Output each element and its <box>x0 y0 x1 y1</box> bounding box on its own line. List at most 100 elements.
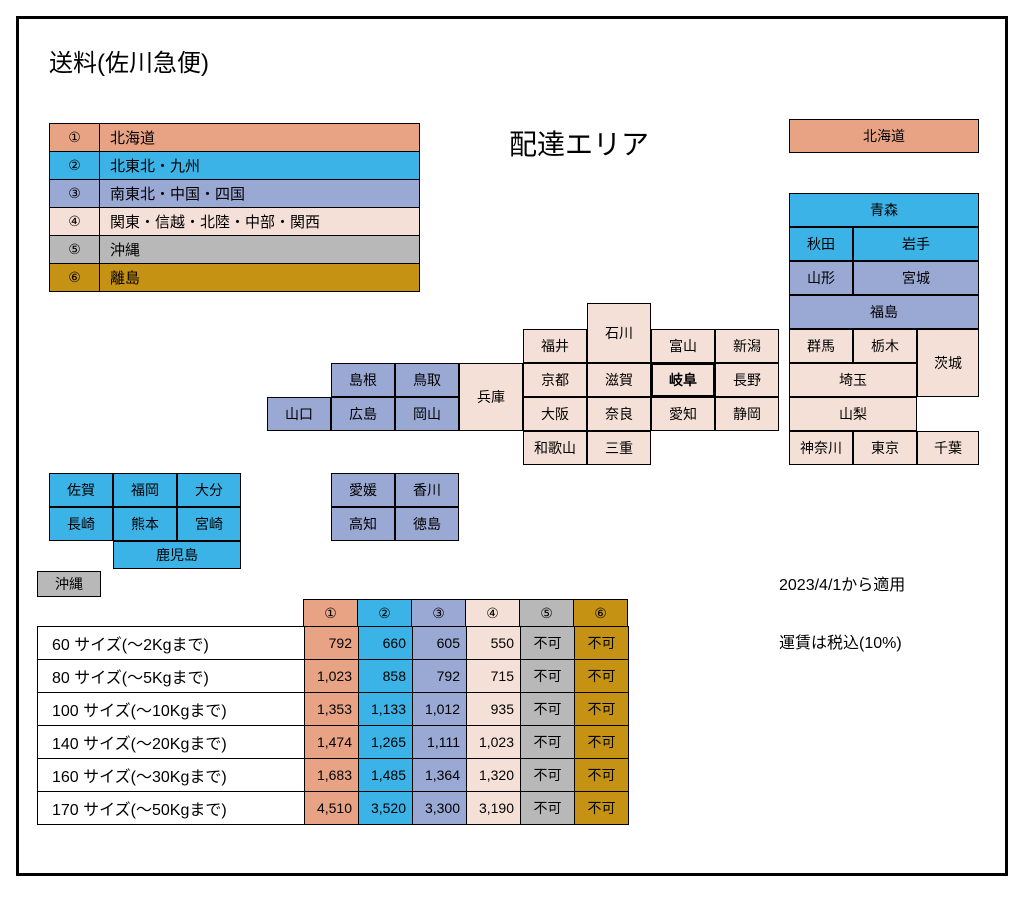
price-row: 160 サイズ(～30Kgまで)1,6831,4851,3641,320不可不可 <box>37 758 629 792</box>
legend-num: ② <box>50 152 100 180</box>
pref-鹿児島: 鹿児島 <box>113 541 241 569</box>
price-row-label: 170 サイズ(～50Kgまで) <box>37 791 305 825</box>
price-cell: 605 <box>412 626 467 660</box>
price-row: 170 サイズ(～50Kgまで)4,5103,5203,3003,190不可不可 <box>37 791 629 825</box>
price-row-label: 140 サイズ(～20Kgまで) <box>37 725 305 759</box>
pref-埼玉: 埼玉 <box>789 363 917 397</box>
legend-label: 関東・信越・北陸・中部・関西 <box>100 208 420 236</box>
price-cell: 不可 <box>574 758 629 792</box>
price-cell: 1,111 <box>412 725 467 759</box>
pref-福井: 福井 <box>523 329 587 363</box>
price-cell: 不可 <box>520 791 575 825</box>
legend-label: 北東北・九州 <box>100 152 420 180</box>
price-row: 100 サイズ(～10Kgまで)1,3531,1331,012935不可不可 <box>37 692 629 726</box>
price-cell: 1,023 <box>466 725 521 759</box>
pref-神奈川: 神奈川 <box>789 431 853 465</box>
price-cell: 不可 <box>574 692 629 726</box>
pref-大分: 大分 <box>177 473 241 507</box>
pref-高知: 高知 <box>331 507 395 541</box>
legend-label: 離島 <box>100 264 420 292</box>
pref-大阪: 大阪 <box>523 397 587 431</box>
price-cell: 不可 <box>520 659 575 693</box>
legend-label: 北海道 <box>100 124 420 152</box>
price-cell: 3,190 <box>466 791 521 825</box>
price-cell: 792 <box>412 659 467 693</box>
price-row-label: 160 サイズ(～30Kgまで) <box>37 758 305 792</box>
pref-三重: 三重 <box>587 431 651 465</box>
pref-山口: 山口 <box>267 397 331 431</box>
price-col-header: ② <box>357 599 412 627</box>
price-cell: 不可 <box>520 758 575 792</box>
price-cell: 858 <box>358 659 413 693</box>
pref-宮城: 宮城 <box>853 261 979 295</box>
price-cell: 792 <box>304 626 359 660</box>
pref-兵庫: 兵庫 <box>459 363 523 431</box>
legend-num: ⑤ <box>50 236 100 264</box>
pref-愛知: 愛知 <box>651 397 715 431</box>
price-cell: 1,353 <box>304 692 359 726</box>
pref-栃木: 栃木 <box>853 329 917 363</box>
price-row: 60 サイズ(～2Kgまで)792660605550不可不可 <box>37 626 629 660</box>
price-cell: 4,510 <box>304 791 359 825</box>
price-cell: 550 <box>466 626 521 660</box>
price-cell: 3,300 <box>412 791 467 825</box>
pref-岐阜: 岐阜 <box>651 363 715 397</box>
legend-table: ①北海道②北東北・九州③南東北・中国・四国④関東・信越・北陸・中部・関西⑤沖縄⑥… <box>49 123 420 292</box>
pref-東京: 東京 <box>853 431 917 465</box>
pref-岩手: 岩手 <box>853 227 979 261</box>
price-cell: 不可 <box>520 626 575 660</box>
pref-千葉: 千葉 <box>917 431 979 465</box>
pref-奈良: 奈良 <box>587 397 651 431</box>
note-applied-from: 2023/4/1から適用 <box>779 571 905 595</box>
delivery-area-title: 配達エリア <box>509 123 649 163</box>
price-cell: 不可 <box>574 659 629 693</box>
price-cell: 1,012 <box>412 692 467 726</box>
price-cell: 不可 <box>520 692 575 726</box>
pref-島根: 島根 <box>331 363 395 397</box>
pref-沖縄: 沖縄 <box>37 571 101 597</box>
pref-香川: 香川 <box>395 473 459 507</box>
price-cell: 1,364 <box>412 758 467 792</box>
price-cell: 不可 <box>574 626 629 660</box>
price-cell: 1,023 <box>304 659 359 693</box>
pref-山梨: 山梨 <box>789 397 917 431</box>
pref-佐賀: 佐賀 <box>49 473 113 507</box>
price-row-label: 60 サイズ(～2Kgまで) <box>37 626 305 660</box>
price-cell: 不可 <box>574 725 629 759</box>
pref-岡山: 岡山 <box>395 397 459 431</box>
pref-群馬: 群馬 <box>789 329 853 363</box>
pref-山形: 山形 <box>789 261 853 295</box>
pref-滋賀: 滋賀 <box>587 363 651 397</box>
page-title: 送料(佐川急便) <box>49 43 209 78</box>
price-cell: 不可 <box>520 725 575 759</box>
pref-宮崎: 宮崎 <box>177 507 241 541</box>
legend-num: ③ <box>50 180 100 208</box>
price-col-header: ① <box>303 599 358 627</box>
pref-青森: 青森 <box>789 193 979 227</box>
price-row: 140 サイズ(～20Kgまで)1,4741,2651,1111,023不可不可 <box>37 725 629 759</box>
pref-鳥取: 鳥取 <box>395 363 459 397</box>
pref-福岡: 福岡 <box>113 473 177 507</box>
pref-京都: 京都 <box>523 363 587 397</box>
price-cell: 660 <box>358 626 413 660</box>
price-row: 80 サイズ(～5Kgまで)1,023858792715不可不可 <box>37 659 629 693</box>
legend-num: ① <box>50 124 100 152</box>
pref-富山: 富山 <box>651 329 715 363</box>
pref-新潟: 新潟 <box>715 329 779 363</box>
price-cell: 935 <box>466 692 521 726</box>
note-tax: 運賃は税込(10%) <box>779 629 902 653</box>
pref-秋田: 秋田 <box>789 227 853 261</box>
pref-茨城: 茨城 <box>917 329 979 397</box>
legend-num: ④ <box>50 208 100 236</box>
price-cell: 715 <box>466 659 521 693</box>
pref-北海道: 北海道 <box>789 119 979 153</box>
pref-長崎: 長崎 <box>49 507 113 541</box>
pref-長野: 長野 <box>715 363 779 397</box>
pref-熊本: 熊本 <box>113 507 177 541</box>
price-col-header: ③ <box>411 599 466 627</box>
pref-徳島: 徳島 <box>395 507 459 541</box>
pref-広島: 広島 <box>331 397 395 431</box>
price-cell: 1,485 <box>358 758 413 792</box>
price-row-label: 80 サイズ(～5Kgまで) <box>37 659 305 693</box>
price-cell: 1,320 <box>466 758 521 792</box>
